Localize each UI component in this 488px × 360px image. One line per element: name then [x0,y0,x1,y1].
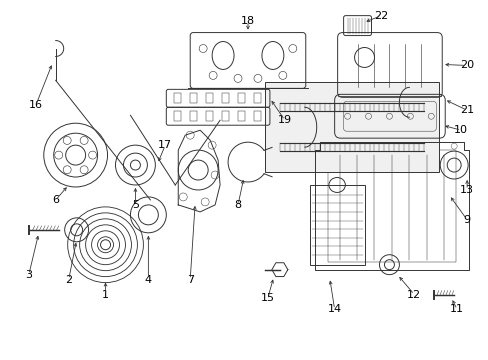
Bar [174,111,181,121]
Text: 13: 13 [459,185,473,195]
Text: 11: 11 [449,305,463,315]
Bar [190,93,197,103]
Bar [222,93,228,103]
Text: 4: 4 [144,275,152,285]
Bar [238,111,244,121]
Text: 3: 3 [25,270,32,280]
Bar [309,185,364,265]
Text: 17: 17 [158,140,172,150]
Bar [190,111,197,121]
Text: 8: 8 [234,200,241,210]
Text: 18: 18 [241,15,255,26]
Text: 7: 7 [186,275,193,285]
Text: 14: 14 [327,305,341,315]
Bar [253,111,261,121]
Bar [327,150,455,262]
Text: 19: 19 [277,115,291,125]
Text: 5: 5 [132,200,139,210]
Bar [174,93,181,103]
Text: 21: 21 [459,105,473,115]
Text: 2: 2 [65,275,72,285]
Bar [222,111,228,121]
Text: 15: 15 [261,293,274,302]
Text: 9: 9 [463,215,470,225]
Text: 20: 20 [459,60,473,71]
Text: 10: 10 [453,125,467,135]
Text: 16: 16 [29,100,43,110]
Bar [206,111,213,121]
Text: 6: 6 [52,195,59,205]
Bar [206,93,213,103]
Text: 1: 1 [102,289,109,300]
Text: 12: 12 [407,289,421,300]
Bar [264,82,438,172]
Bar [253,93,261,103]
Text: 22: 22 [374,11,388,21]
Bar [238,93,244,103]
